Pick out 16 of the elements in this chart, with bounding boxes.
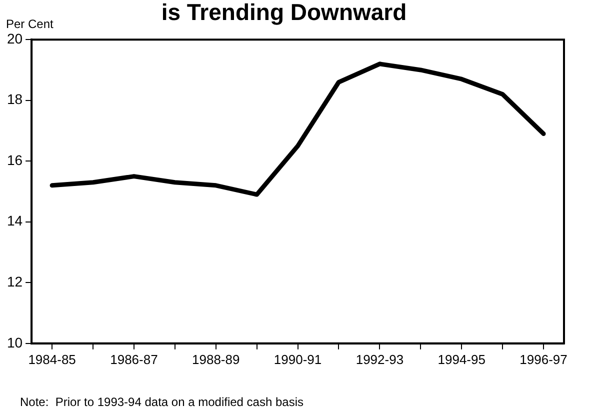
- y-tick-label: 16: [6, 152, 23, 168]
- x-tick-label: 1990-91: [274, 352, 322, 367]
- y-tick-label: 20: [6, 30, 23, 46]
- text: Note: Prior to 1993-94 data on a modified cash basis: [20, 395, 304, 409]
- y-tick-label: 14: [6, 212, 23, 229]
- x-tick-label: 1994-95: [438, 352, 486, 367]
- x-tick-label: 1984-85: [28, 352, 76, 367]
- y-tick-label: 12: [6, 274, 23, 290]
- y-tick-label: 10: [6, 334, 23, 350]
- x-tick-label: 1996-97: [520, 352, 568, 367]
- x-tick-label: 1988-89: [192, 352, 240, 367]
- y-tick-label: 18: [6, 91, 23, 108]
- y-axis-title: Per Cent: [6, 16, 54, 31]
- chart-title: is Trending Downward: [161, 0, 407, 26]
- x-tick-label: 1992-93: [356, 352, 404, 367]
- x-tick-label: 1986-87: [110, 352, 158, 367]
